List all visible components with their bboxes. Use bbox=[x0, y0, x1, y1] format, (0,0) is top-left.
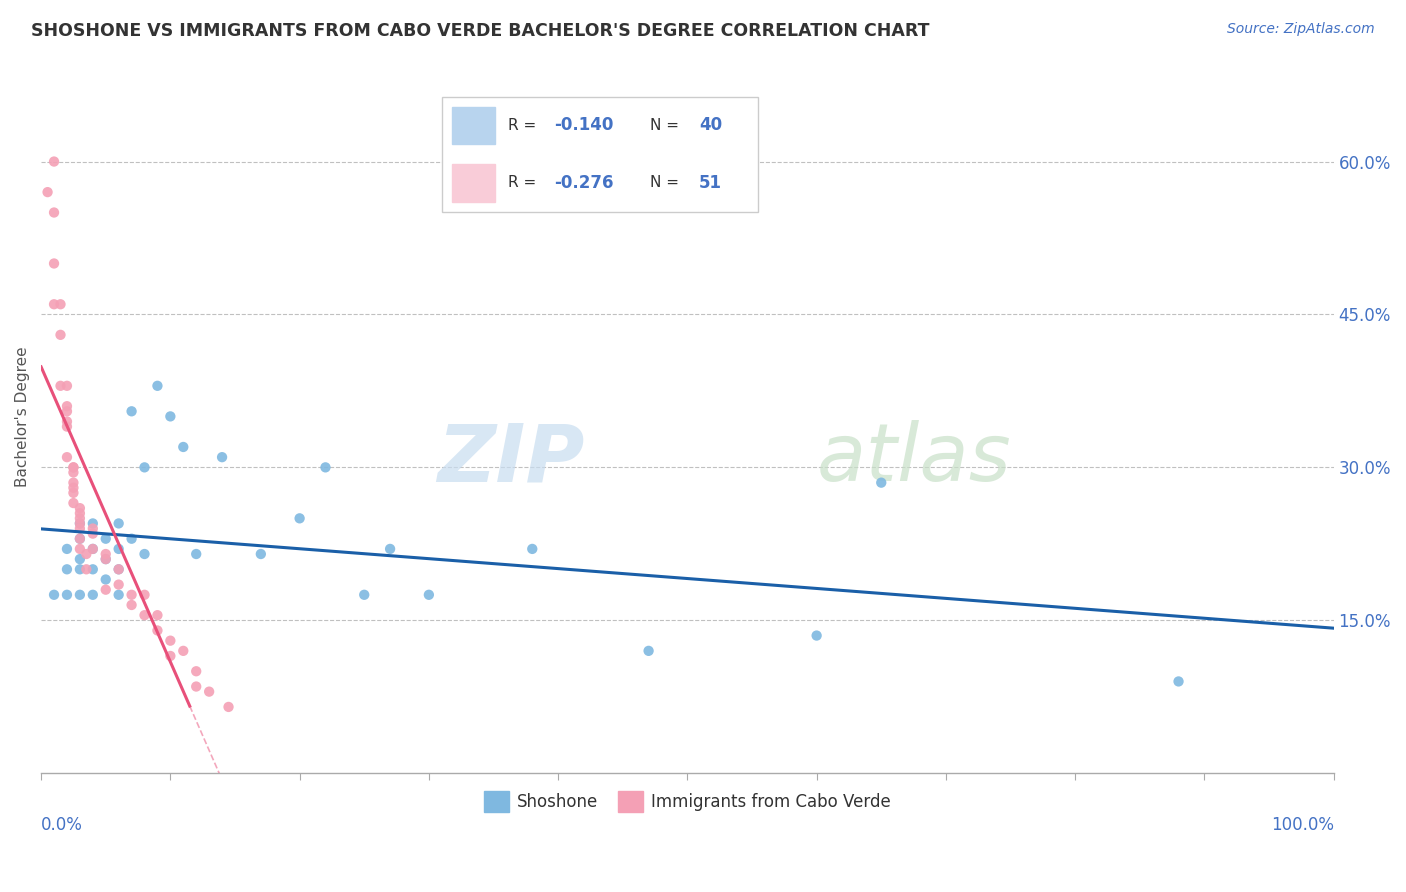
Point bbox=[121, 404, 143, 418]
Point bbox=[82, 516, 104, 531]
Point bbox=[69, 516, 91, 531]
Point bbox=[37, 185, 59, 199]
Point bbox=[69, 516, 91, 531]
Point bbox=[172, 440, 194, 454]
Point bbox=[42, 297, 65, 311]
Point bbox=[94, 552, 117, 566]
Point bbox=[82, 541, 104, 556]
Point bbox=[82, 522, 104, 536]
Point bbox=[378, 541, 401, 556]
Point bbox=[314, 460, 336, 475]
Point bbox=[806, 629, 828, 643]
Point bbox=[42, 205, 65, 219]
Point bbox=[159, 409, 181, 424]
Point bbox=[107, 541, 129, 556]
Point bbox=[134, 588, 156, 602]
Y-axis label: Bachelor's Degree: Bachelor's Degree bbox=[15, 346, 30, 487]
Point bbox=[62, 466, 84, 480]
Point bbox=[69, 588, 91, 602]
Point bbox=[62, 460, 84, 475]
Point bbox=[82, 562, 104, 576]
Point bbox=[82, 588, 104, 602]
Point bbox=[121, 532, 143, 546]
Point bbox=[418, 588, 440, 602]
Point bbox=[121, 598, 143, 612]
Point bbox=[250, 547, 273, 561]
Point bbox=[42, 154, 65, 169]
Point bbox=[69, 532, 91, 546]
Point bbox=[56, 419, 79, 434]
Point bbox=[94, 532, 117, 546]
Text: 0.0%: 0.0% bbox=[41, 816, 83, 834]
Point bbox=[288, 511, 311, 525]
Point bbox=[121, 588, 143, 602]
Point bbox=[69, 506, 91, 520]
Point bbox=[56, 415, 79, 429]
Point bbox=[56, 404, 79, 418]
Point bbox=[146, 379, 169, 393]
Point bbox=[62, 486, 84, 500]
Point bbox=[94, 573, 117, 587]
Text: ZIP: ZIP bbox=[437, 420, 583, 499]
Point bbox=[69, 532, 91, 546]
Point bbox=[69, 562, 91, 576]
Point bbox=[69, 511, 91, 525]
Point bbox=[82, 526, 104, 541]
Point bbox=[211, 450, 233, 465]
Point bbox=[49, 327, 72, 342]
Point bbox=[75, 562, 97, 576]
Point bbox=[637, 644, 659, 658]
Point bbox=[69, 522, 91, 536]
Point bbox=[56, 541, 79, 556]
Point bbox=[218, 700, 240, 714]
Point bbox=[172, 644, 194, 658]
Point bbox=[134, 608, 156, 623]
Point bbox=[107, 562, 129, 576]
Text: 100.0%: 100.0% bbox=[1271, 816, 1334, 834]
Point bbox=[82, 541, 104, 556]
Text: SHOSHONE VS IMMIGRANTS FROM CABO VERDE BACHELOR'S DEGREE CORRELATION CHART: SHOSHONE VS IMMIGRANTS FROM CABO VERDE B… bbox=[31, 22, 929, 40]
Point bbox=[75, 547, 97, 561]
Point bbox=[56, 450, 79, 465]
Point bbox=[94, 547, 117, 561]
Point bbox=[69, 501, 91, 516]
Point bbox=[186, 547, 208, 561]
Point bbox=[134, 547, 156, 561]
Point bbox=[42, 588, 65, 602]
Point bbox=[94, 582, 117, 597]
Point bbox=[56, 399, 79, 413]
Point bbox=[186, 665, 208, 679]
Point bbox=[186, 680, 208, 694]
Point bbox=[62, 481, 84, 495]
Point bbox=[107, 516, 129, 531]
Point bbox=[107, 577, 129, 591]
Point bbox=[353, 588, 375, 602]
Point bbox=[49, 379, 72, 393]
Point bbox=[134, 460, 156, 475]
Point bbox=[56, 562, 79, 576]
Point bbox=[69, 541, 91, 556]
Point bbox=[56, 379, 79, 393]
Text: atlas: atlas bbox=[817, 420, 1011, 499]
Point bbox=[62, 496, 84, 510]
Point bbox=[1167, 674, 1189, 689]
Text: Source: ZipAtlas.com: Source: ZipAtlas.com bbox=[1227, 22, 1375, 37]
Point bbox=[159, 633, 181, 648]
Point bbox=[870, 475, 893, 490]
Point bbox=[159, 648, 181, 663]
Point bbox=[62, 475, 84, 490]
Point bbox=[94, 552, 117, 566]
Legend: Shoshone, Immigrants from Cabo Verde: Shoshone, Immigrants from Cabo Verde bbox=[477, 785, 898, 818]
Point bbox=[49, 297, 72, 311]
Point bbox=[56, 588, 79, 602]
Point bbox=[107, 588, 129, 602]
Point bbox=[42, 256, 65, 270]
Point bbox=[146, 608, 169, 623]
Point bbox=[522, 541, 544, 556]
Point bbox=[69, 552, 91, 566]
Point bbox=[198, 684, 221, 698]
Point bbox=[107, 562, 129, 576]
Point bbox=[62, 460, 84, 475]
Point bbox=[146, 624, 169, 638]
